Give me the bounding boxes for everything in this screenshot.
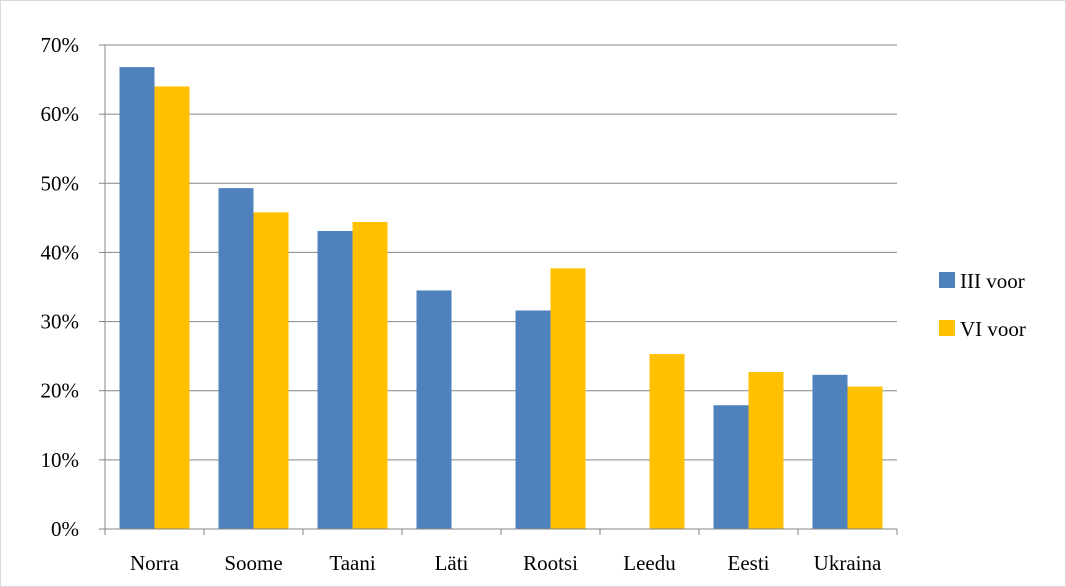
bar-vi-voor (352, 222, 388, 529)
bar-iii-voor (317, 230, 353, 529)
bar-vi-voor (748, 372, 784, 529)
x-tick-label: Rootsi (523, 551, 578, 575)
y-axis: 0% 10% 20% 30% 40% 50% 60% 70% (41, 33, 106, 541)
bar-vi-voor (847, 386, 883, 529)
y-tick-label: 40% (41, 240, 80, 264)
x-tick-label: Taani (329, 551, 376, 575)
bar-iii-voor (416, 290, 452, 529)
y-tick-label: 60% (41, 102, 80, 126)
bar-iii-voor (515, 310, 551, 529)
bar-vi-voor (154, 86, 190, 529)
y-tick-label: 10% (41, 448, 80, 472)
legend: III voor VI voor (939, 269, 1026, 341)
x-tick-label: Läti (435, 551, 469, 575)
x-tick-label: Soome (224, 551, 282, 575)
legend-label: VI voor (960, 317, 1026, 341)
bar-vi-voor (550, 268, 586, 529)
legend-label: III voor (960, 269, 1025, 293)
legend-swatch (939, 320, 955, 336)
bar-iii-voor (812, 374, 848, 529)
bar-iii-voor (218, 188, 254, 529)
bar-vi-voor (649, 354, 685, 529)
y-tick-label: 50% (41, 171, 80, 195)
bars (119, 67, 883, 529)
y-tick-label: 0% (51, 517, 79, 541)
bar-vi-voor (253, 212, 289, 529)
bar-iii-voor (119, 67, 155, 529)
x-tick-label: Norra (130, 551, 180, 575)
legend-swatch (939, 272, 955, 288)
x-axis: Norra Soome Taani Läti Rootsi Leedu Eesti Ukrai… (104, 528, 898, 575)
x-tick-label: Ukraina (814, 551, 882, 575)
bar-iii-voor (713, 405, 749, 529)
y-tick-label: 70% (41, 33, 80, 57)
y-tick-label: 30% (41, 310, 80, 334)
x-tick-label: Eesti (728, 551, 770, 575)
x-tick-label: Leedu (623, 551, 676, 575)
y-tick-label: 20% (41, 379, 80, 403)
